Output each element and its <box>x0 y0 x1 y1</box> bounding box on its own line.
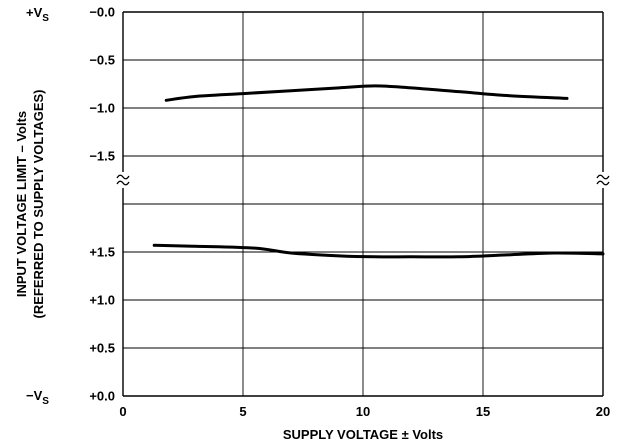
positive-rail-label: +VS <box>26 5 49 24</box>
y-tick-label: −1.0 <box>89 101 115 116</box>
y-tick-label: −1.5 <box>89 149 115 164</box>
y-tick-label: +1.5 <box>89 245 115 260</box>
axis-break-mark <box>116 180 130 186</box>
axis-break-mark <box>116 174 130 180</box>
frame-layer <box>116 11 610 397</box>
x-tick-label: 5 <box>239 404 246 419</box>
y-tick-label: +0.5 <box>89 341 115 356</box>
series-layer <box>152 84 605 259</box>
series-line <box>164 84 569 102</box>
grid-layer <box>123 12 603 396</box>
negative-rail-label: −VS <box>26 388 49 407</box>
y-tick-label: +1.0 <box>89 293 115 308</box>
series-line <box>152 243 605 259</box>
x-tick-label: 0 <box>119 404 126 419</box>
y-tick-label: −0.0 <box>89 5 115 20</box>
label-layer: 0 5 10 15 20 −0.0 −0.5 −1.0 −1.5 +1.5 +1.0 +0.5 +0.0… <box>14 5 610 443</box>
x-tick-label: 15 <box>476 404 490 419</box>
axis-break-mark <box>596 174 610 180</box>
x-tick-label: 20 <box>596 404 610 419</box>
axis-break-mark <box>596 180 610 186</box>
x-axis-title: SUPPLY VOLTAGE ± Volts <box>283 427 443 442</box>
y-tick-label: −0.5 <box>89 53 115 68</box>
y-axis-title-line1: INPUT VOLTAGE LIMIT – Volts <box>14 111 29 297</box>
y-axis-title-line2: (REFERRED TO SUPPLY VOLTAGES) <box>31 90 46 319</box>
y-tick-label: +0.0 <box>89 389 115 404</box>
x-tick-label: 10 <box>356 404 370 419</box>
